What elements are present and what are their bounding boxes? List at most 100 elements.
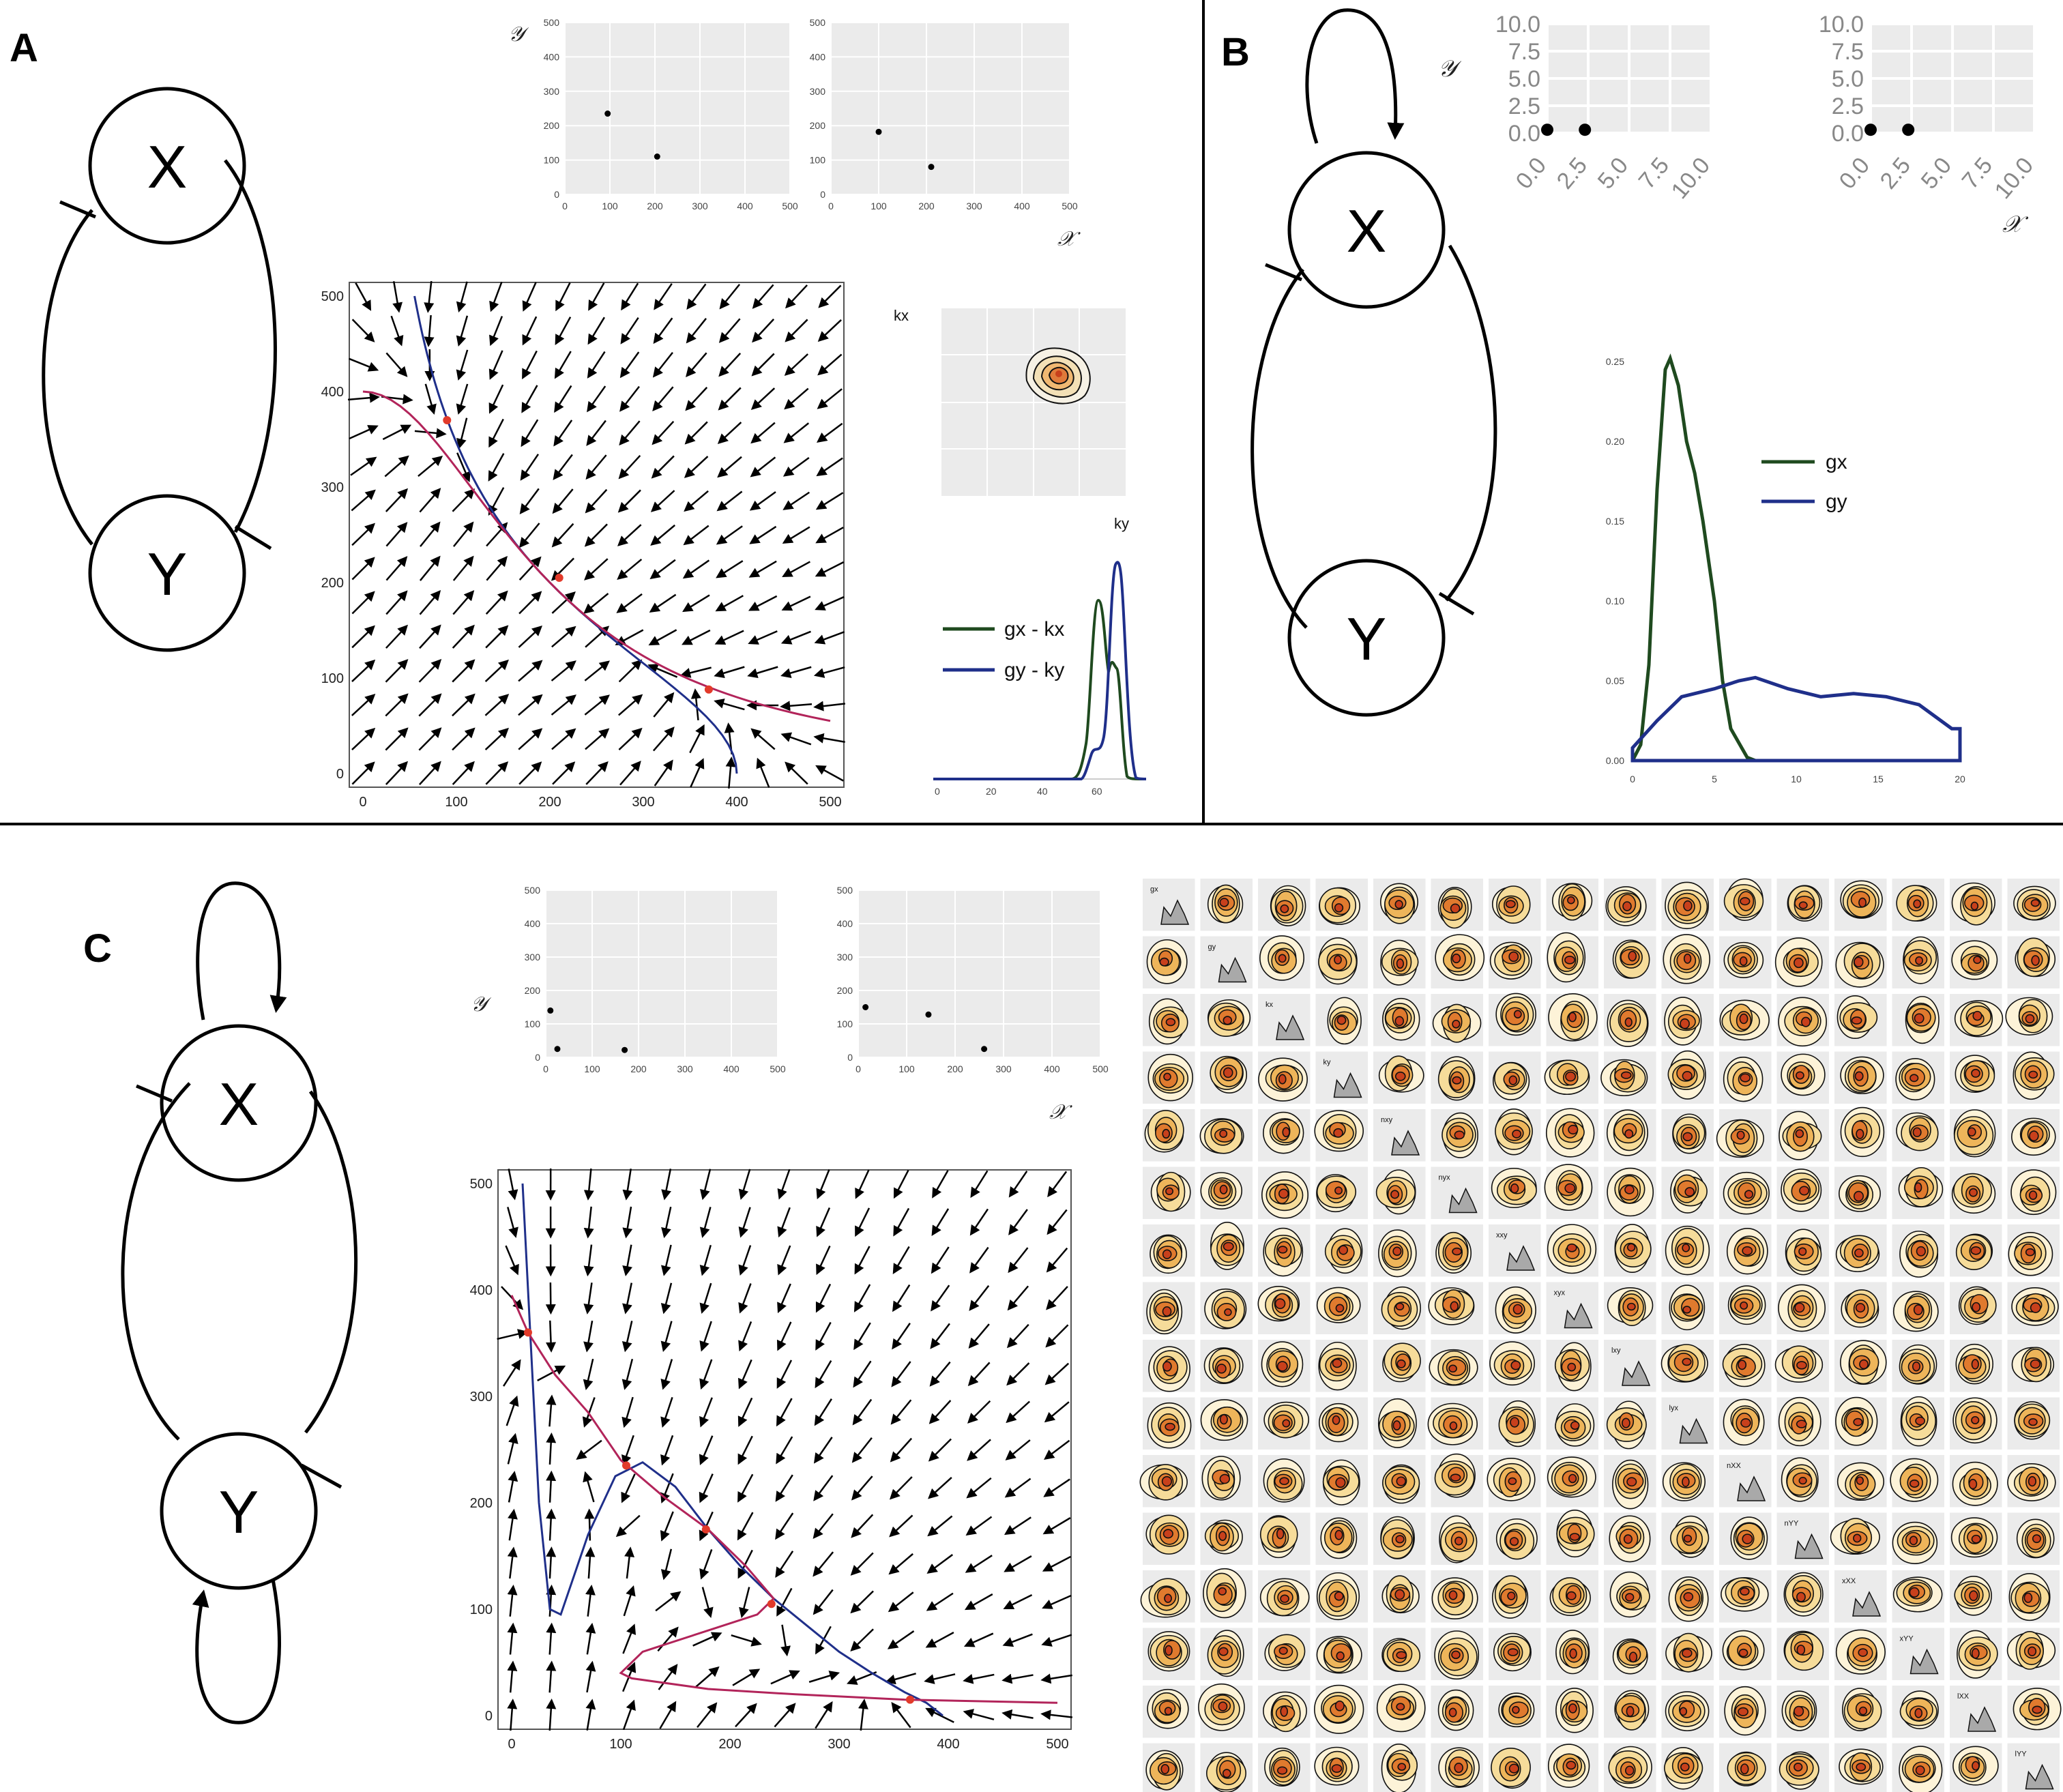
network-diagram-c <box>121 881 358 1724</box>
matrix-contour <box>1218 1531 1227 1541</box>
node-y-label: Y <box>1347 605 1387 673</box>
matrix-contour <box>1972 1010 1982 1021</box>
field-x-tick: 200 <box>538 795 561 810</box>
matrix-contour <box>1278 1074 1287 1085</box>
scatter-x-tick: 100 <box>870 201 887 211</box>
field-arrow <box>655 1591 682 1612</box>
field-y-tick: 100 <box>321 671 344 686</box>
field-arrow <box>776 1587 793 1617</box>
field-arrow <box>619 761 641 786</box>
scatter-x-tick: 300 <box>995 1063 1012 1074</box>
field-arrow <box>776 1436 793 1465</box>
field-arrow <box>967 1400 991 1424</box>
field-arrow <box>965 1516 993 1536</box>
matrix-contour <box>1620 1071 1632 1079</box>
field-arrow <box>585 488 608 514</box>
field-arrow <box>816 1245 831 1276</box>
matrix-contour <box>1338 1245 1348 1255</box>
field-arrow <box>858 1699 868 1731</box>
scatter-point <box>928 164 935 171</box>
field-arrow <box>785 284 808 309</box>
matrix-contour <box>1164 1707 1173 1716</box>
field-arrow <box>349 425 379 440</box>
matrix-contour <box>1219 1414 1228 1425</box>
scatter-x-tick: 200 <box>647 201 663 211</box>
field-y-tick: 100 <box>470 1602 493 1617</box>
field-arrow <box>485 590 508 615</box>
field-arrow <box>351 625 375 649</box>
matrix-contour <box>2028 1070 2038 1079</box>
matrix-contour <box>1912 1361 1920 1372</box>
field-arrow <box>817 388 843 409</box>
scatter-x-tick: 100 <box>584 1063 600 1074</box>
field-arrow <box>546 1394 557 1427</box>
field-arrow <box>660 1397 673 1428</box>
field-arrow <box>737 1473 754 1503</box>
field-x-tick: 500 <box>1046 1737 1068 1752</box>
matrix-contour <box>1794 1302 1805 1313</box>
scatter-x-tick: 200 <box>947 1063 963 1074</box>
matrix-contour <box>1971 1359 1979 1370</box>
matrix-contour <box>1334 1186 1343 1195</box>
matrix-contour <box>1853 1533 1862 1543</box>
matrix-contour <box>2032 1534 2041 1544</box>
matrix-density <box>1391 1130 1420 1156</box>
field-arrow <box>552 488 574 514</box>
field-arrow <box>780 701 813 711</box>
field-arrow <box>815 1360 832 1389</box>
field-x-tick: 300 <box>828 1737 850 1752</box>
field-arrow <box>546 1584 557 1617</box>
matrix-contour <box>2028 1646 2037 1656</box>
axis-x-label-a: 𝒳 <box>1057 227 1081 251</box>
field-arrow <box>888 1553 913 1575</box>
matrix-contour <box>1851 1016 1862 1025</box>
field-arrow <box>452 624 475 649</box>
matrix-contour <box>1624 1017 1633 1027</box>
matrix-contour <box>1854 956 1864 968</box>
field-arrow <box>585 1660 596 1693</box>
scatter-y-tick: 200 <box>837 985 853 996</box>
field-y-tick: 0 <box>485 1709 493 1724</box>
inhibition-bar-y <box>300 1463 342 1489</box>
field-arrow <box>424 383 437 415</box>
matrix-contour <box>1396 1651 1407 1660</box>
field-arrow <box>518 728 543 750</box>
field-arrow <box>686 318 707 344</box>
field-arrow <box>518 523 540 548</box>
matrix-density <box>1910 1648 1939 1675</box>
field-arrow <box>583 1320 594 1353</box>
field-arrow <box>546 1622 557 1655</box>
field-arrow <box>774 1703 796 1728</box>
scatter-y-tick: 10.0 <box>1495 12 1540 38</box>
matrix-contour <box>1622 901 1632 911</box>
field-y-tick: 500 <box>321 289 344 304</box>
kde-x-label: ky <box>1114 515 1129 532</box>
matrix-contour <box>1973 956 1982 965</box>
field-arrow <box>815 596 845 611</box>
matrix-diagonal-label: gx <box>1150 885 1158 894</box>
matrix-contour <box>1165 1018 1176 1027</box>
scatter-y-tick: 100 <box>544 155 560 166</box>
field-arrow <box>931 1246 950 1274</box>
matrix-contour <box>1512 1129 1522 1139</box>
legend-label-gx: gx <box>1826 451 1847 473</box>
field-arrow <box>660 1435 674 1466</box>
matrix-contour <box>1623 1534 1633 1544</box>
field-arrow <box>892 1323 911 1350</box>
matrix-contour <box>1909 1536 1918 1546</box>
matrix-contour <box>1512 1304 1523 1314</box>
field-arrow <box>418 727 442 751</box>
matrix-contour <box>1858 897 1867 908</box>
field-x-tick: 500 <box>819 795 841 810</box>
matrix-diagonal-label: xyx <box>1554 1289 1566 1297</box>
pairs-matrix-c: gx gy kx ky nxy nyx xxy xyx lxy lyx nXX nYY xXX xYY lX… <box>1139 878 2062 1792</box>
scatter-a-right: 00 100 100 200 200 300 300 400 400 500 500 <box>810 17 1078 211</box>
matrix-contour <box>1915 956 1923 965</box>
matrix-contour <box>1568 1473 1577 1484</box>
density-curve-gx-kx <box>933 598 1147 780</box>
scatter-x-tick: 500 <box>782 201 798 211</box>
field-arrow <box>682 629 711 645</box>
matrix-contour <box>1392 1420 1401 1431</box>
field-arrow <box>424 280 435 313</box>
field-arrow <box>553 454 573 480</box>
